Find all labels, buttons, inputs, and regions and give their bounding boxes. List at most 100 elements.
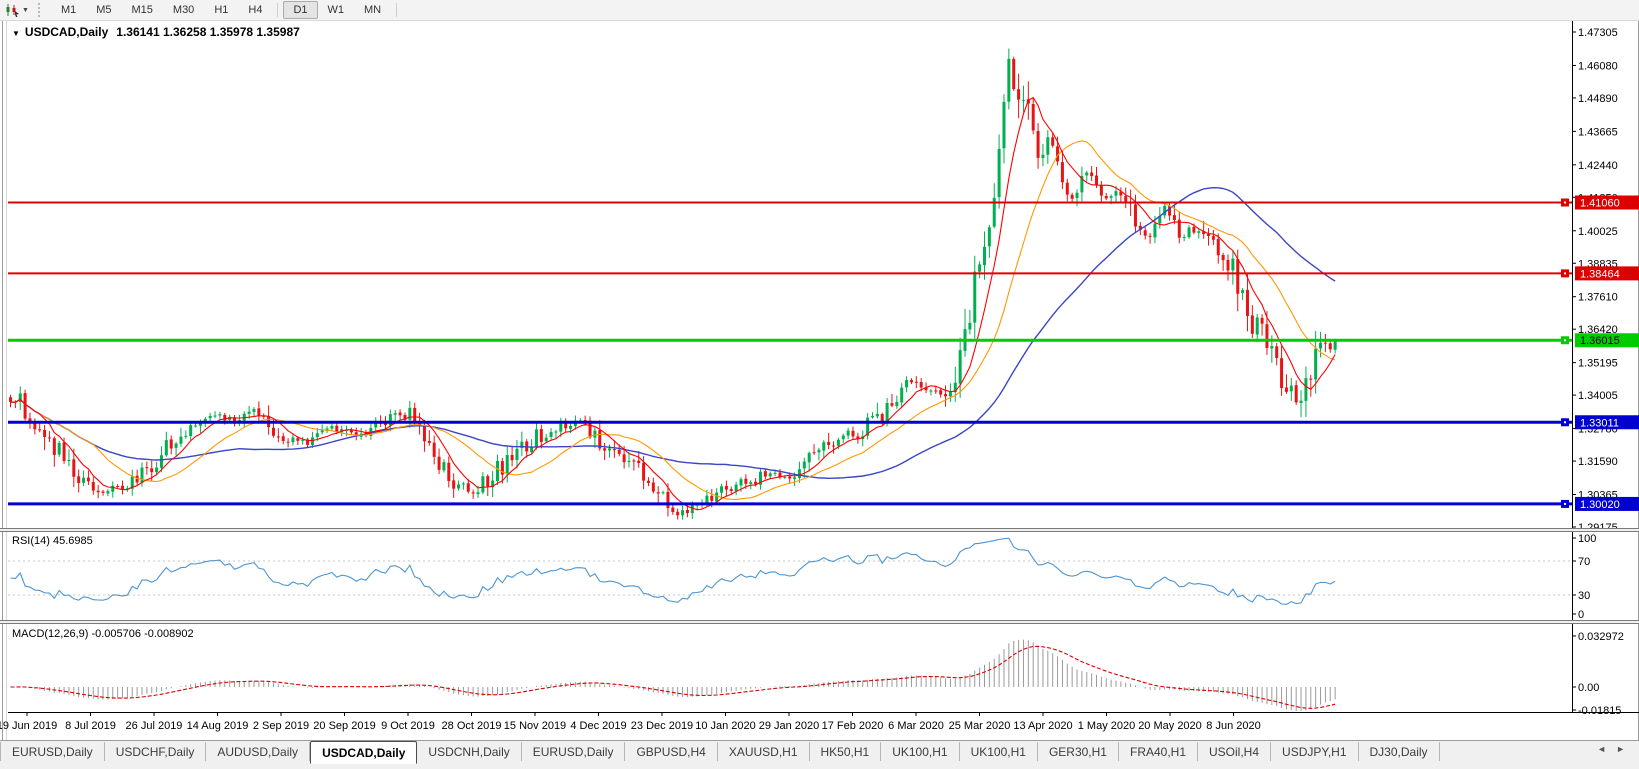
svg-text:1.42440: 1.42440 bbox=[1578, 160, 1618, 172]
ma-mid-line bbox=[10, 140, 1336, 500]
chart-tab-usdchf-daily-1[interactable]: USDCHF,Daily bbox=[105, 742, 207, 761]
svg-text:1.37610: 1.37610 bbox=[1578, 292, 1618, 304]
svg-text:6 Mar 2020: 6 Mar 2020 bbox=[888, 720, 944, 732]
timeframe-button-m15[interactable]: M15 bbox=[131, 4, 153, 16]
svg-text:10 Jan 2020: 10 Jan 2020 bbox=[695, 720, 756, 732]
svg-text:1.43665: 1.43665 bbox=[1578, 126, 1618, 138]
svg-text:1.36015: 1.36015 bbox=[1580, 335, 1620, 347]
chart-canvas[interactable]: 1.473051.460801.448901.436651.424401.412… bbox=[0, 20, 1639, 740]
timeframe-button-h4[interactable]: H4 bbox=[248, 4, 263, 16]
tab-scroll-left-icon[interactable]: ◄ bbox=[1597, 744, 1607, 754]
chart-title: ▼ USDCAD,Daily 1.36141 1.36258 1.35978 1.3… bbox=[12, 25, 300, 39]
chart-tab-usoil-h4-13[interactable]: USOil,H4 bbox=[1198, 742, 1272, 761]
ma-fast-line bbox=[10, 96, 1336, 511]
symbol-label: USDCAD,Daily bbox=[24, 25, 109, 39]
timeframe-button-m30[interactable]: M30 bbox=[172, 4, 195, 16]
chart-tab-eurusd-daily-5[interactable]: EURUSD,Daily bbox=[522, 742, 626, 761]
main-toolbar: ▼ M1 M5 M15 M30 H1 H4 D1 W1 MN bbox=[0, 0, 1639, 21]
ma-slow-line bbox=[10, 186, 1336, 480]
chevron-down-icon[interactable]: ▼ bbox=[22, 6, 29, 14]
svg-text:0: 0 bbox=[1578, 609, 1584, 621]
ohlc-values: 1.36141 1.36258 1.35978 1.35987 bbox=[116, 25, 300, 39]
svg-text:100: 100 bbox=[1578, 533, 1596, 545]
candlestick-cursor-icon[interactable] bbox=[3, 2, 21, 18]
toolbar-grip bbox=[37, 3, 45, 17]
tab-scroll-arrows: ◄ ► bbox=[1597, 744, 1625, 754]
macd-pane: 0.032972 0.00 -0.01815 bbox=[14, 631, 1624, 717]
chart-graphics: 1.473051.460801.448901.436651.424401.412… bbox=[0, 20, 1639, 740]
svg-text:17 Feb 2020: 17 Feb 2020 bbox=[822, 720, 884, 732]
timeframe-button-m5[interactable]: M5 bbox=[96, 4, 112, 16]
svg-text:0.032972: 0.032972 bbox=[1578, 631, 1624, 643]
timeframe-button-mn[interactable]: MN bbox=[364, 4, 382, 16]
svg-text:19 Jun 2019: 19 Jun 2019 bbox=[0, 720, 57, 732]
chart-tab-audusd-daily-2[interactable]: AUDUSD,Daily bbox=[206, 742, 311, 761]
candlestick-cursor-glyph bbox=[6, 4, 19, 17]
chart-tab-usdcad-daily-3[interactable]: USDCAD,Daily bbox=[310, 741, 418, 764]
chart-tab-bar: EURUSD,Daily USDCHF,Daily AUDUSD,Daily USDC… bbox=[0, 740, 1639, 769]
macd-signal-line bbox=[10, 645, 1336, 709]
svg-text:28 Oct 2019: 28 Oct 2019 bbox=[442, 720, 502, 732]
timeframe-button-m1[interactable]: M1 bbox=[60, 4, 77, 16]
svg-text:15 Nov 2019: 15 Nov 2019 bbox=[504, 720, 566, 732]
svg-text:20 May 2020: 20 May 2020 bbox=[1138, 720, 1202, 732]
chart-tab-gbpusd-h4-6[interactable]: GBPUSD,H4 bbox=[625, 742, 718, 761]
timeframe-buttons-group-2: D1 W1 MN bbox=[283, 1, 391, 19]
svg-text:1 May 2020: 1 May 2020 bbox=[1078, 720, 1135, 732]
timeframe-button-h1[interactable]: H1 bbox=[214, 4, 229, 16]
chart-tab-dj30-daily-15[interactable]: DJ30,Daily bbox=[1359, 742, 1440, 761]
svg-text:30: 30 bbox=[1578, 590, 1590, 602]
rsi-pane: 0 30 70 100 bbox=[8, 533, 1596, 621]
svg-text:9 Oct 2019: 9 Oct 2019 bbox=[381, 720, 435, 732]
svg-text:-0.01815: -0.01815 bbox=[1578, 705, 1621, 717]
svg-text:1.44890: 1.44890 bbox=[1578, 93, 1618, 105]
svg-text:1.36420: 1.36420 bbox=[1578, 324, 1618, 336]
price-axis[interactable]: 1.473051.460801.448901.436651.424401.412… bbox=[1572, 20, 1639, 712]
svg-text:14 Aug 2019: 14 Aug 2019 bbox=[187, 720, 249, 732]
svg-text:29 Jan 2020: 29 Jan 2020 bbox=[759, 720, 820, 732]
svg-text:1.30020: 1.30020 bbox=[1580, 499, 1620, 511]
svg-text:8 Jun 2020: 8 Jun 2020 bbox=[1206, 720, 1260, 732]
svg-text:25 Mar 2020: 25 Mar 2020 bbox=[949, 720, 1011, 732]
rsi-indicator-label: RSI(14) 45.6985 bbox=[12, 535, 93, 547]
svg-text:70: 70 bbox=[1578, 556, 1590, 568]
svg-text:1.35195: 1.35195 bbox=[1578, 358, 1618, 370]
macd-indicator-label: MACD(12,26,9) -0.005706 -0.008902 bbox=[12, 628, 194, 640]
chart-tab-hk50-h1-8[interactable]: HK50,H1 bbox=[810, 742, 882, 761]
timeframe-buttons-group-1: M1 M5 M15 M30 H1 H4 bbox=[51, 1, 273, 19]
symbol-menu-caret-icon[interactable]: ▼ bbox=[12, 29, 20, 38]
svg-text:1.41060: 1.41060 bbox=[1580, 198, 1620, 210]
chart-tab-usdcnh-daily-4[interactable]: USDCNH,Daily bbox=[417, 742, 522, 761]
svg-text:1.33011: 1.33011 bbox=[1580, 417, 1619, 429]
chart-tab-uk100-h1-9[interactable]: UK100,H1 bbox=[881, 742, 960, 761]
chart-tab-ger30-h1-11[interactable]: GER30,H1 bbox=[1038, 742, 1119, 761]
timeframe-button-w1[interactable]: W1 bbox=[327, 4, 345, 16]
svg-text:1.46080: 1.46080 bbox=[1578, 60, 1618, 72]
toolbar-separator bbox=[277, 3, 279, 17]
svg-text:1.31590: 1.31590 bbox=[1578, 456, 1618, 468]
horizontal-lines-layer[interactable] bbox=[8, 198, 1572, 508]
timeframe-button-d1[interactable]: D1 bbox=[283, 1, 318, 19]
svg-text:4 Dec 2019: 4 Dec 2019 bbox=[570, 720, 626, 732]
svg-text:13 Apr 2020: 13 Apr 2020 bbox=[1013, 720, 1072, 732]
svg-text:1.40025: 1.40025 bbox=[1578, 226, 1618, 238]
svg-text:8 Jul 2019: 8 Jul 2019 bbox=[65, 720, 116, 732]
chart-tab-xauusd-h1-7[interactable]: XAUUSD,H1 bbox=[718, 742, 810, 761]
chart-tab-fra40-h1-12[interactable]: FRA40,H1 bbox=[1119, 742, 1199, 761]
chart-tab-uk100-h1-10[interactable]: UK100,H1 bbox=[960, 742, 1038, 761]
toolbar-separator bbox=[396, 3, 398, 17]
svg-text:26 Jul 2019: 26 Jul 2019 bbox=[126, 720, 183, 732]
rsi-line bbox=[10, 537, 1336, 605]
svg-text:1.47305: 1.47305 bbox=[1578, 27, 1618, 39]
svg-text:1.34005: 1.34005 bbox=[1578, 390, 1618, 402]
svg-text:23 Dec 2019: 23 Dec 2019 bbox=[631, 720, 693, 732]
svg-text:0.00: 0.00 bbox=[1578, 682, 1599, 694]
time-axis[interactable]: 19 Jun 2019 8 Jul 2019 26 Jul 2019 14 Aug 2… bbox=[0, 712, 1639, 732]
svg-text:2 Sep 2019: 2 Sep 2019 bbox=[253, 720, 309, 732]
tab-scroll-right-icon[interactable]: ► bbox=[1616, 744, 1625, 754]
chart-tab-eurusd-daily-0[interactable]: EURUSD,Daily bbox=[0, 742, 105, 761]
svg-text:1.38464: 1.38464 bbox=[1580, 268, 1620, 280]
chart-tab-usdjpy-h1-14[interactable]: USDJPY,H1 bbox=[1271, 742, 1359, 761]
svg-text:20 Sep 2019: 20 Sep 2019 bbox=[313, 720, 375, 732]
